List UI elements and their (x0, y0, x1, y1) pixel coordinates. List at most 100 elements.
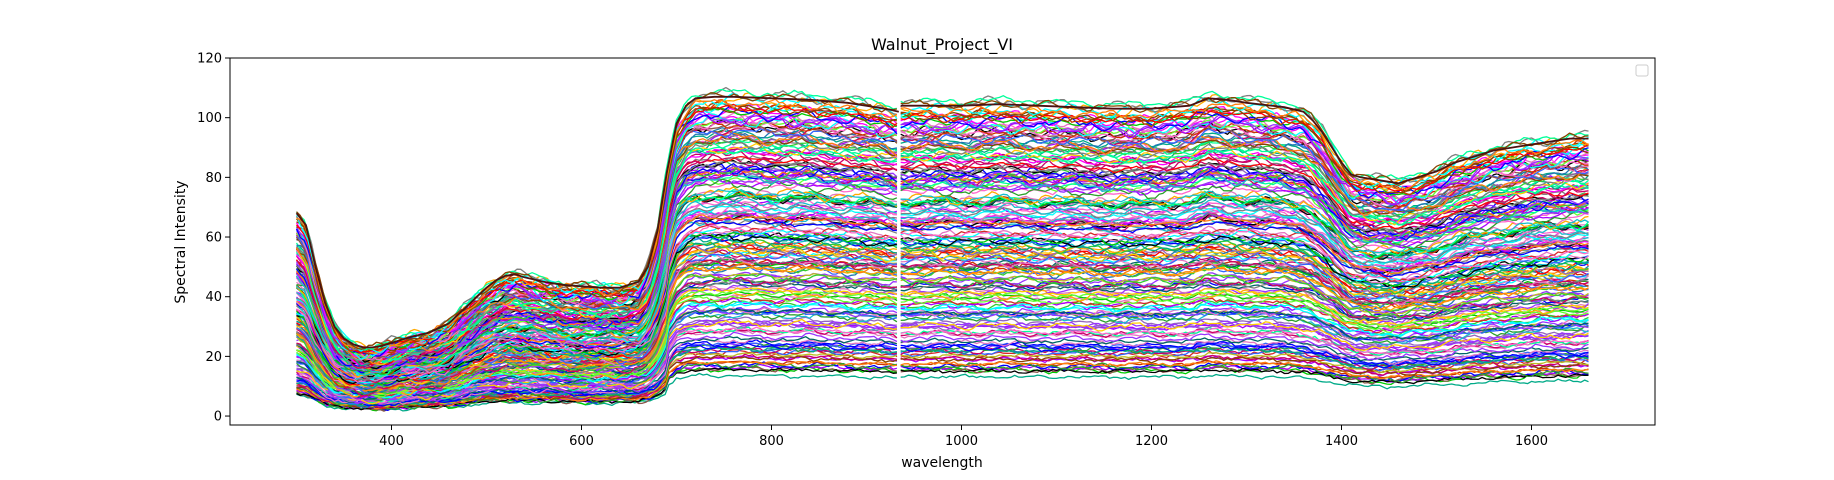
spectrum-line (900, 294, 1589, 334)
spectrum-line (296, 272, 898, 393)
axis-ticks: 400 600 800 1000 1200 1400 1600 0 20 40 60 80 100 120 (197, 52, 1548, 450)
spectrum-line (900, 274, 1589, 319)
x-axis-label: wavelength (901, 455, 983, 471)
spectrum-line (900, 152, 1589, 228)
spectrum-line (900, 360, 1589, 380)
spectrum-line (900, 211, 1589, 273)
spectrum-line (900, 347, 1589, 370)
spectrum-line (295, 86, 898, 351)
spectrum-line (900, 145, 1589, 226)
spectrum-line (296, 289, 897, 397)
spectrum-line (900, 135, 1589, 217)
spectrum-line (900, 205, 1589, 265)
spectrum-line (900, 116, 1589, 206)
spectrum-line (900, 333, 1589, 361)
spectrum-line (296, 128, 898, 359)
spectrum-line (900, 258, 1589, 306)
spectrum-line (900, 283, 1589, 321)
spectrum-line (900, 113, 1589, 205)
spectrum-line (900, 108, 1589, 192)
spectrum-line (900, 199, 1589, 264)
spectrum-line (900, 253, 1589, 301)
spectrum-line (900, 102, 1589, 191)
spectrum-line (900, 221, 1589, 278)
spectrum-line (900, 162, 1589, 233)
spectrum-line (296, 262, 898, 392)
spectrum-line (900, 235, 1589, 288)
spectrum-line (900, 307, 1589, 342)
chart-title: Walnut_Project_VI (871, 35, 1013, 55)
spectrum-line (900, 307, 1589, 340)
spectrum-line (900, 362, 1589, 384)
spectrum-line (296, 257, 898, 390)
spectrum-line (296, 144, 898, 362)
reference-spectrum-line (900, 97, 1589, 185)
spectrum-line (900, 207, 1589, 266)
spectrum-line (900, 156, 1589, 231)
y-tick-label: 120 (197, 52, 222, 67)
spectrum-line (900, 301, 1589, 337)
spectrum-line (900, 190, 1589, 255)
spectrum-line (295, 162, 898, 369)
spectrum-line (900, 208, 1589, 271)
spectrum-line (900, 355, 1589, 377)
spectrum-line (296, 210, 898, 380)
spectrum-line (296, 273, 898, 395)
spectrum-line (900, 139, 1589, 215)
spectrum-line (900, 157, 1589, 231)
x-tick-label: 1600 (1515, 434, 1548, 449)
spectrum-line (900, 337, 1589, 365)
spectrum-line (900, 90, 1589, 180)
x-tick-label: 1000 (945, 434, 978, 449)
reference-spectrum-line (295, 95, 899, 349)
spectrum-line (296, 361, 897, 410)
y-tick-label: 100 (197, 111, 222, 126)
plot-frame (229, 57, 1656, 426)
x-tick-label: 600 (569, 434, 594, 449)
spectrum-line (900, 128, 1589, 211)
spectrum-line (900, 97, 1589, 186)
spectrum-line (296, 351, 898, 408)
x-tick-label: 1200 (1135, 434, 1168, 449)
spectrum-line (296, 239, 898, 387)
spectrum-line (900, 317, 1589, 348)
spectrum-line (900, 321, 1589, 351)
spectrum-line (900, 360, 1589, 379)
spectrum-line (900, 352, 1589, 374)
spectrum-line (295, 104, 897, 352)
y-tick-label: 60 (205, 231, 222, 246)
spectrum-line (296, 305, 898, 402)
spectrum-line (296, 337, 898, 405)
x-tick-label: 1400 (1325, 434, 1358, 449)
spectrum-line (900, 179, 1589, 248)
spectrum-line (900, 290, 1589, 329)
spectrum-line (900, 190, 1589, 254)
y-axis-label: Spectral Intensity (173, 180, 189, 303)
spectrum-line (295, 138, 898, 364)
spectrum-line (295, 155, 898, 366)
spectrum-line (900, 277, 1589, 319)
spectrum-line (296, 98, 898, 350)
spectrum-line (900, 367, 1589, 385)
x-tick-label: 400 (379, 434, 404, 449)
spectrum-line (900, 216, 1589, 277)
series-layer (295, 86, 1589, 412)
spectrum-line (900, 289, 1589, 329)
legend-box (1635, 64, 1649, 77)
spectrum-line (296, 319, 898, 402)
spectrum-line (900, 157, 1589, 234)
spectrum-line (900, 373, 1589, 390)
y-tick-label: 80 (205, 171, 222, 186)
y-tick-label: 0 (214, 410, 222, 425)
y-tick-label: 40 (205, 290, 222, 305)
spectrum-line (900, 356, 1589, 376)
spectrum-line (900, 341, 1589, 367)
x-tick-label: 800 (759, 434, 784, 449)
spectrum-line (295, 111, 897, 355)
spectrum-line (900, 327, 1589, 356)
spectrum-line (900, 298, 1589, 337)
spectrum-line (296, 301, 898, 399)
spectrum-line (900, 216, 1589, 275)
spectrum-line (296, 214, 898, 379)
